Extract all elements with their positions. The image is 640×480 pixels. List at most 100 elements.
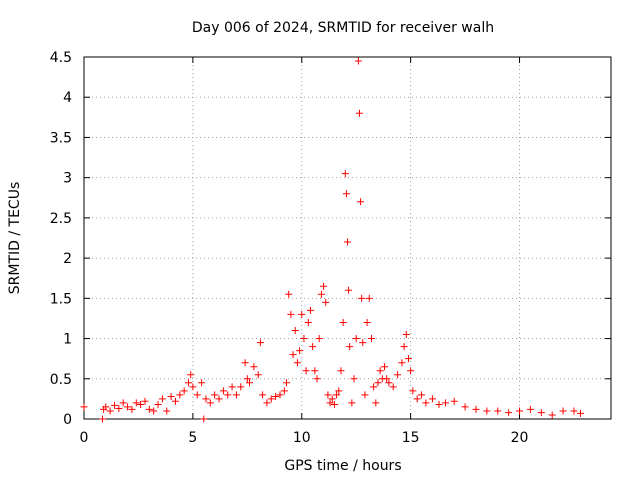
axis-tick-labels: 0 0.5 1 1.5 2 2.5 3 3.5 4 4.5 0 5 10 15 20: [50, 50, 529, 446]
y-tick-label: 3.5: [50, 130, 72, 146]
data-point: [350, 375, 358, 383]
data-point: [404, 355, 412, 363]
chart-title: Day 006 of 2024, SRMTID for receiver wal…: [192, 20, 494, 36]
data-point: [298, 310, 306, 318]
data-point: [254, 371, 262, 379]
data-point: [472, 405, 480, 413]
data-point: [570, 407, 578, 415]
data-point: [339, 318, 347, 326]
data-point: [102, 403, 110, 411]
y-tick-label: 2: [63, 251, 72, 267]
y-tick-label: 4: [63, 90, 72, 106]
data-point: [483, 407, 491, 415]
data-point: [341, 170, 349, 178]
data-point: [383, 375, 391, 383]
x-tick-label: 15: [402, 430, 420, 446]
data-point: [398, 359, 406, 367]
data-point: [198, 379, 206, 387]
data-point: [296, 347, 304, 355]
data-point: [376, 367, 384, 375]
grid: [84, 57, 611, 419]
data-point: [263, 399, 271, 407]
data-point: [385, 379, 393, 387]
data-point: [171, 397, 179, 405]
y-tick-label: 2.5: [50, 211, 72, 227]
data-point: [315, 335, 323, 343]
data-point: [537, 409, 545, 417]
data-point: [326, 399, 334, 407]
x-tick-label: 5: [188, 430, 197, 446]
x-tick-label: 10: [293, 430, 311, 446]
data-point: [394, 371, 402, 379]
data-point: [450, 397, 458, 405]
data-point: [211, 391, 219, 399]
data-point: [516, 407, 524, 415]
data-point: [206, 399, 214, 407]
data-markers: [80, 57, 585, 423]
x-tick-label: 20: [511, 430, 529, 446]
data-point: [237, 383, 245, 391]
data-point: [224, 391, 232, 399]
data-point: [293, 359, 301, 367]
data-point: [357, 198, 365, 206]
data-point: [526, 405, 534, 413]
data-point: [344, 238, 351, 246]
data-point: [494, 407, 502, 415]
data-point: [559, 407, 567, 415]
data-point: [381, 363, 389, 371]
data-point: [461, 403, 469, 411]
data-point: [361, 391, 369, 399]
data-point: [358, 294, 366, 302]
data-point: [330, 401, 338, 409]
data-point: [370, 383, 378, 391]
data-point: [285, 290, 293, 298]
y-tick-label: 1: [63, 332, 72, 348]
data-point: [352, 335, 360, 343]
data-point: [505, 409, 513, 417]
data-point: [200, 415, 208, 423]
data-point: [124, 403, 132, 411]
data-point: [304, 318, 312, 326]
data-point: [219, 387, 227, 395]
data-point: [267, 395, 275, 403]
data-point: [365, 294, 373, 302]
axis-ticks: [83, 56, 611, 420]
data-point: [342, 190, 350, 198]
data-point: [256, 339, 264, 347]
data-point: [548, 411, 556, 419]
data-point: [283, 379, 291, 387]
data-point: [306, 306, 314, 314]
data-point: [167, 392, 175, 400]
data-point: [272, 392, 280, 400]
data-point: [145, 405, 153, 413]
data-point: [259, 391, 267, 399]
data-point: [141, 397, 149, 405]
data-point: [193, 391, 201, 399]
x-axis-title: GPS time / hours: [284, 458, 401, 474]
y-tick-label: 1.5: [50, 291, 72, 307]
y-tick-label: 4.5: [50, 50, 72, 66]
data-point: [246, 379, 254, 387]
data-point: [150, 407, 158, 415]
data-point: [202, 395, 210, 403]
data-point: [354, 57, 362, 65]
data-point: [359, 339, 367, 347]
data-point: [185, 379, 193, 387]
data-point: [317, 290, 325, 298]
data-point: [422, 399, 430, 407]
data-point: [110, 401, 118, 409]
data-point: [345, 286, 353, 294]
data-point: [187, 371, 195, 379]
data-point: [400, 343, 408, 351]
data-point: [228, 383, 236, 391]
data-point: [99, 415, 107, 423]
y-axis-title: SRMTID / TECUs: [7, 182, 23, 295]
data-point: [389, 383, 397, 391]
data-point: [189, 383, 197, 391]
data-point: [302, 367, 310, 375]
data-point: [232, 391, 240, 399]
data-point: [176, 391, 184, 399]
data-point: [137, 401, 145, 409]
y-tick-label: 0: [63, 412, 72, 428]
